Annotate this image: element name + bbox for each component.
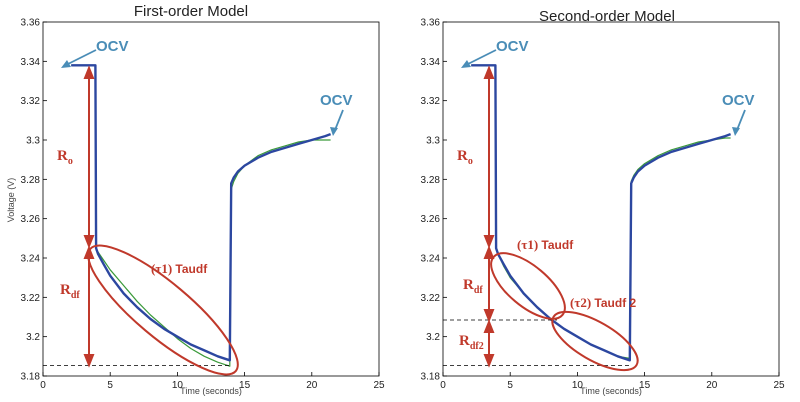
chart-second-order: Second-order Model Time (seconds) 0 5 10 15… (421, 8, 785, 396)
model-voltage-line (71, 64, 331, 367)
y-tick-label: 3.26 (421, 214, 441, 225)
y-tick-label: 3.18 (21, 372, 41, 383)
tau2-ellipse (551, 310, 639, 372)
axis-ticks: 0 5 10 15 20 25 3.18 3.2 3.22 3.24 3.26 3.28 3.3 3.32… (21, 18, 385, 392)
r-o-arrow (83, 65, 95, 249)
r-o-arrow (483, 65, 495, 249)
ocv-callout-right: OCV (320, 92, 353, 136)
r-df-label: Rdf (463, 277, 483, 296)
y-tick-label: 3.34 (421, 57, 441, 68)
model-voltage-line (471, 64, 731, 359)
y-tick-label: 3.24 (421, 254, 441, 265)
tau1-ellipse (87, 244, 239, 376)
y-tick-label: 3.2 (26, 332, 40, 343)
svg-text:OCV: OCV (722, 92, 755, 109)
y-tick-label: 3.2 (426, 332, 440, 343)
measured-voltage-line (71, 64, 332, 362)
x-tick-label: 25 (373, 380, 385, 391)
x-tick-label: 5 (107, 380, 113, 391)
ocv-callout-right: OCV (722, 92, 755, 136)
y-tick-label: 3.3 (26, 136, 40, 147)
y-tick-label: 3.26 (21, 214, 41, 225)
tau1-ellipse (490, 252, 566, 320)
y-tick-label: 3.32 (21, 96, 41, 107)
tau2-label: (τ2) Taudf 2 (570, 295, 637, 310)
x-tick-label: 15 (639, 380, 651, 391)
tau1-label: (τ1) Taudf (151, 261, 208, 276)
r-df2-arrow (483, 319, 495, 368)
y-tick-label: 3.28 (21, 175, 41, 186)
r-df-arrow (483, 245, 495, 323)
y-tick-label: 3.3 (426, 136, 440, 147)
chart-first-order: First-order Model Voltage (V) Time (seco… (6, 3, 385, 396)
r-o-label: Ro (57, 148, 73, 167)
measured-voltage-line (471, 64, 732, 362)
plot-frame (442, 21, 780, 377)
x-axis-label: Time (seconds) (180, 386, 242, 396)
ocv-callout-left: OCV (61, 38, 129, 68)
chart-title: First-order Model (134, 3, 248, 20)
y-tick-label: 3.36 (421, 18, 441, 29)
x-tick-label: 20 (306, 380, 318, 391)
tau1-label: (τ1) Taudf (517, 237, 574, 252)
ocv-callout-left: OCV (461, 38, 529, 68)
r-o-label: Ro (457, 148, 473, 167)
x-tick-label: 20 (706, 380, 718, 391)
x-tick-label: 0 (40, 380, 46, 391)
axis-ticks: 0 5 10 15 20 25 3.18 3.2 3.22 3.24 3.26 3.28 3.3 3.32… (421, 18, 785, 392)
r-df2-label: Rdf2 (459, 333, 484, 352)
x-tick-label: 5 (507, 380, 513, 391)
svg-text:OCV: OCV (496, 38, 529, 55)
series-group (471, 64, 732, 362)
chart-title: Second-order Model (539, 8, 675, 25)
y-tick-label: 3.24 (21, 254, 41, 265)
y-tick-label: 3.22 (21, 293, 41, 304)
x-tick-label: 0 (440, 380, 446, 391)
y-tick-label: 3.28 (421, 175, 441, 186)
y-axis-label: Voltage (V) (6, 178, 16, 223)
x-axis-label: Time (seconds) (580, 386, 642, 396)
series-group (71, 64, 332, 367)
svg-text:OCV: OCV (96, 38, 129, 55)
x-tick-label: 15 (239, 380, 251, 391)
plot-frame (42, 21, 380, 377)
y-tick-label: 3.34 (21, 57, 41, 68)
y-tick-label: 3.18 (421, 372, 441, 383)
r-df-label: Rdf (60, 282, 80, 301)
r-df-arrow (83, 245, 95, 368)
x-tick-label: 25 (773, 380, 785, 391)
y-tick-label: 3.32 (421, 96, 441, 107)
svg-text:OCV: OCV (320, 92, 353, 109)
x-tick-label: 10 (572, 380, 584, 391)
y-tick-label: 3.36 (21, 18, 41, 29)
y-tick-label: 3.22 (421, 293, 441, 304)
x-tick-label: 10 (172, 380, 184, 391)
